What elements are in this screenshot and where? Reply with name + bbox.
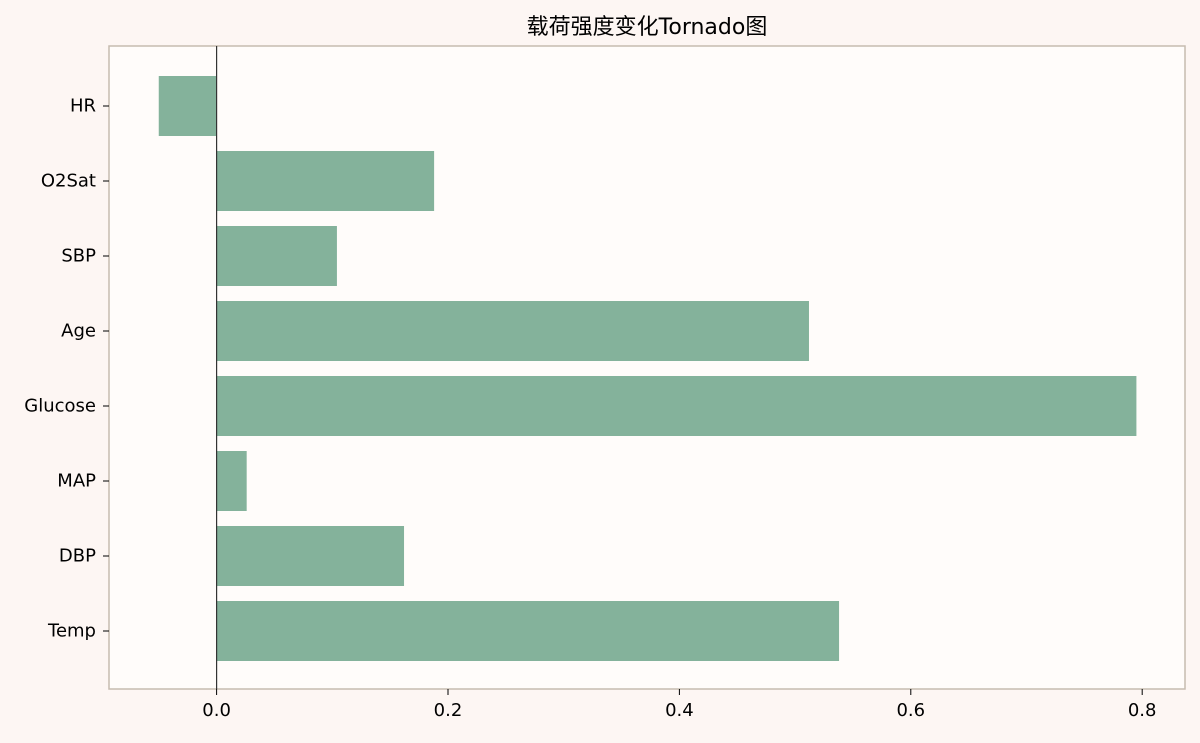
x-tick-label: 0.2 <box>434 700 463 721</box>
x-axis: 0.0 0.2 0.4 0.6 0.8 <box>202 689 1157 721</box>
y-tick-label-dbp: DBP <box>59 546 96 567</box>
bar-age <box>216 301 809 361</box>
y-axis: HR O2Sat SBP Age Glucose MAP DBP Temp <box>24 96 109 642</box>
y-tick-label-hr: HR <box>70 96 96 117</box>
y-tick-label-age: Age <box>61 321 96 342</box>
bar-temp <box>216 601 840 661</box>
bar-sbp <box>216 226 337 286</box>
bar-glucose <box>216 376 1137 436</box>
chart-title: 载荷强度变化Tornado图 <box>527 15 768 40</box>
bar-o2sat <box>216 151 435 211</box>
bar-hr <box>158 76 217 136</box>
x-tick-label: 0.8 <box>1128 700 1157 721</box>
bar-map <box>216 451 247 511</box>
y-tick-label-o2sat: O2Sat <box>41 171 96 192</box>
plot-area <box>108 45 1186 690</box>
y-tick-label-temp: Temp <box>47 621 96 642</box>
y-tick-label-glucose: Glucose <box>24 396 96 417</box>
bar-dbp <box>216 526 405 586</box>
x-tick-label: 0.6 <box>896 700 925 721</box>
y-tick-label-map: MAP <box>57 471 96 492</box>
x-tick-label: 0.0 <box>202 700 231 721</box>
x-tick-label: 0.4 <box>665 700 694 721</box>
y-tick-label-sbp: SBP <box>61 246 96 267</box>
bars-group <box>158 76 1137 661</box>
